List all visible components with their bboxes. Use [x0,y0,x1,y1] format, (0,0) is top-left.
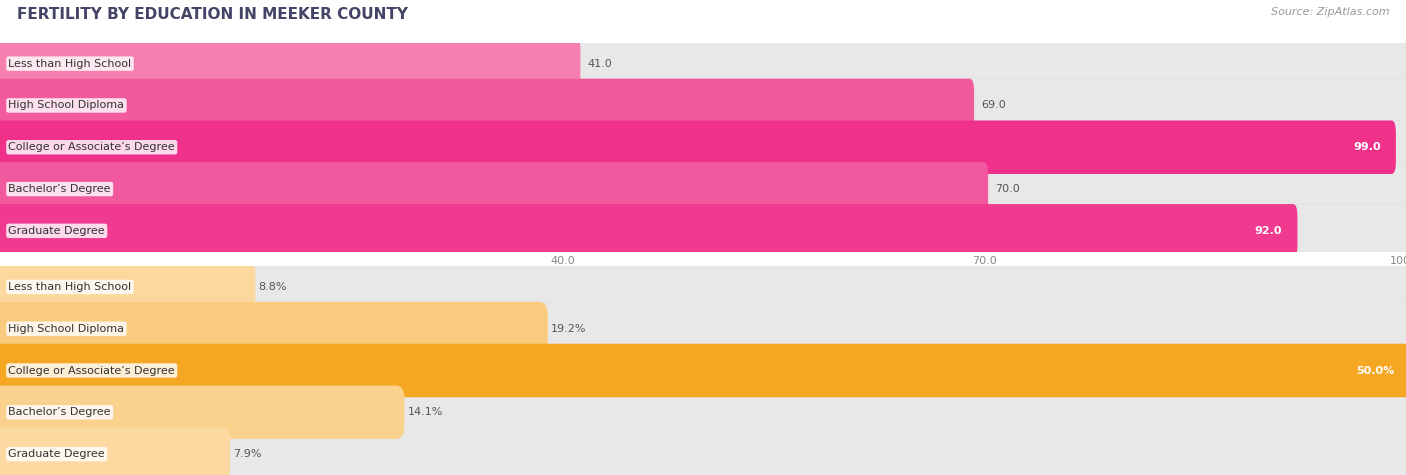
FancyBboxPatch shape [0,79,974,132]
Text: 92.0: 92.0 [1254,226,1282,236]
Text: 14.1%: 14.1% [408,407,443,418]
Text: College or Associate’s Degree: College or Associate’s Degree [8,365,176,376]
Text: 50.0%: 50.0% [1357,365,1395,376]
FancyBboxPatch shape [0,344,1406,397]
FancyBboxPatch shape [0,79,1406,132]
Text: 19.2%: 19.2% [551,323,586,334]
Text: College or Associate’s Degree: College or Associate’s Degree [8,142,176,152]
Text: 99.0: 99.0 [1353,142,1381,152]
FancyBboxPatch shape [0,260,256,314]
FancyBboxPatch shape [0,37,1406,90]
FancyBboxPatch shape [0,428,1406,475]
Text: Less than High School: Less than High School [8,58,132,69]
Text: 70.0: 70.0 [995,184,1021,194]
FancyBboxPatch shape [0,37,581,90]
FancyBboxPatch shape [0,162,988,216]
Text: Bachelor’s Degree: Bachelor’s Degree [8,184,111,194]
FancyBboxPatch shape [0,204,1298,257]
Text: Bachelor’s Degree: Bachelor’s Degree [8,407,111,418]
FancyBboxPatch shape [0,302,548,355]
Text: Graduate Degree: Graduate Degree [8,226,105,236]
Text: FERTILITY BY EDUCATION IN MEEKER COUNTY: FERTILITY BY EDUCATION IN MEEKER COUNTY [17,7,408,22]
Text: High School Diploma: High School Diploma [8,323,125,334]
FancyBboxPatch shape [0,302,1406,355]
FancyBboxPatch shape [0,162,1406,216]
Text: Source: ZipAtlas.com: Source: ZipAtlas.com [1271,7,1389,17]
FancyBboxPatch shape [0,428,231,475]
Text: 41.0: 41.0 [588,58,613,69]
Text: 69.0: 69.0 [981,100,1007,111]
Text: Less than High School: Less than High School [8,282,132,292]
FancyBboxPatch shape [0,260,1406,314]
Text: 7.9%: 7.9% [233,449,262,459]
FancyBboxPatch shape [0,121,1396,174]
FancyBboxPatch shape [0,204,1406,257]
FancyBboxPatch shape [0,121,1406,174]
FancyBboxPatch shape [0,344,1406,397]
FancyBboxPatch shape [0,386,405,439]
Text: Graduate Degree: Graduate Degree [8,449,105,459]
Text: 8.8%: 8.8% [259,282,287,292]
FancyBboxPatch shape [0,386,1406,439]
Text: High School Diploma: High School Diploma [8,100,125,111]
